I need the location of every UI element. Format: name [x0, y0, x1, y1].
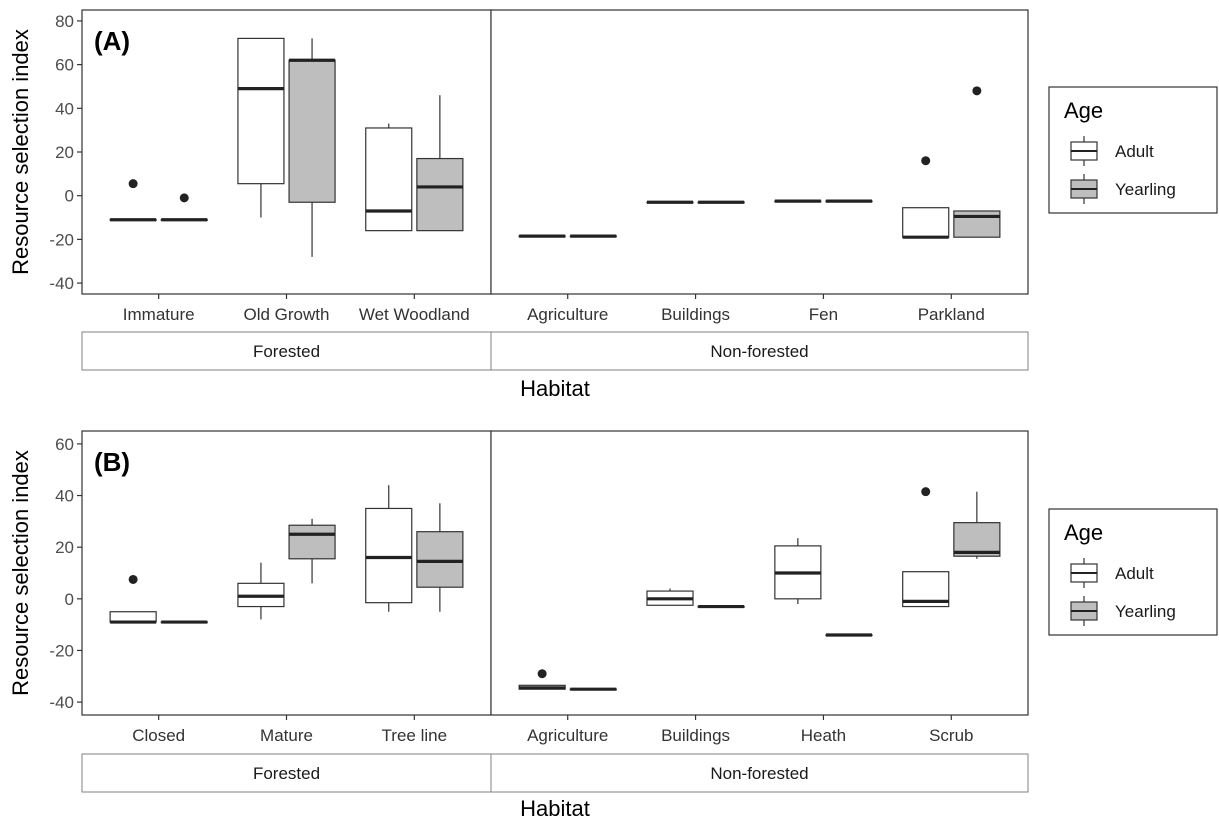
- box-iqr: [237, 37, 285, 185]
- box-yearling: [697, 200, 745, 204]
- box-adult: [646, 588, 694, 606]
- box-yearling: [288, 38, 336, 257]
- facet-strip-label: Non-forested: [710, 342, 808, 361]
- box-yearling: [569, 687, 617, 691]
- box-yearling: [288, 518, 336, 584]
- x-tick-label: Old Growth: [244, 305, 330, 324]
- x-tick-label: Tree line: [382, 726, 448, 745]
- y-tick-label: 20: [55, 538, 74, 557]
- x-tick-label: Wet Woodland: [359, 305, 470, 324]
- box-adult: [518, 234, 566, 238]
- box-iqr: [416, 531, 464, 588]
- facet-strip: [490, 331, 1029, 371]
- x-tick-label: Buildings: [661, 305, 730, 324]
- facet-panel: [490, 9, 1029, 295]
- outlier-point: [128, 179, 138, 189]
- outlier-point: [921, 156, 931, 166]
- facet-strip: [81, 753, 492, 793]
- box-adult: [109, 574, 157, 624]
- box-adult: [365, 123, 413, 232]
- y-axis-label: Resource selection index: [8, 450, 33, 696]
- box-adult: [646, 200, 694, 204]
- x-tick-label: Mature: [260, 726, 313, 745]
- box-yearling: [953, 491, 1001, 559]
- facet-strip-label: Forested: [253, 764, 320, 783]
- box-yearling: [825, 633, 873, 637]
- box-yearling: [569, 234, 617, 238]
- legend-entry-label: Adult: [1115, 564, 1154, 583]
- x-tick-label: Fen: [809, 305, 838, 324]
- y-tick-label: -20: [49, 641, 74, 660]
- box-iqr: [416, 157, 464, 232]
- box-iqr: [953, 522, 1001, 557]
- x-tick-label: Immature: [123, 305, 195, 324]
- y-tick-label: 40: [55, 99, 74, 118]
- box-adult: [774, 199, 822, 203]
- legend-title: Age: [1064, 98, 1103, 123]
- x-tick-label: Heath: [801, 726, 846, 745]
- outlier-point: [179, 193, 189, 203]
- panel-b: -40 -20 0 20 40 60 Resource selection index (B)…: [8, 430, 1218, 821]
- y-tick-label: 20: [55, 143, 74, 162]
- facet-strip: [81, 331, 492, 371]
- box-yearling: [416, 503, 464, 612]
- legend-entry-label: Yearling: [1115, 602, 1176, 621]
- box-yearling: [953, 86, 1001, 238]
- outlier-point: [921, 487, 931, 497]
- box-iqr: [902, 207, 950, 238]
- facet-strip: [490, 753, 1029, 793]
- legend-entry-label: Yearling: [1115, 180, 1176, 199]
- outlier-point: [537, 669, 547, 679]
- y-tick-label: 40: [55, 487, 74, 506]
- box-adult: [365, 485, 413, 612]
- panel-tag: (B): [94, 447, 130, 477]
- x-tick-label: Buildings: [661, 726, 730, 745]
- facet-panel: [81, 9, 492, 295]
- box-adult: [109, 179, 157, 222]
- box-adult: [902, 156, 950, 239]
- y-tick-label: 0: [65, 590, 74, 609]
- y-tick-label: 80: [55, 12, 74, 31]
- box-yearling: [160, 193, 208, 222]
- box-adult: [518, 669, 566, 690]
- y-tick-label: 0: [65, 187, 74, 206]
- box-adult: [774, 538, 822, 604]
- box-iqr: [288, 59, 336, 203]
- x-axis-label: Habitat: [520, 796, 590, 819]
- outlier-point: [972, 86, 982, 96]
- box-adult: [237, 562, 285, 620]
- outlier-point: [128, 574, 138, 584]
- box-iqr: [365, 127, 413, 232]
- box-adult: [237, 37, 285, 218]
- x-tick-label: Closed: [132, 726, 185, 745]
- box-iqr: [365, 507, 413, 604]
- box-yearling: [416, 95, 464, 232]
- facet-strip-label: Forested: [253, 342, 320, 361]
- y-axis-label: Resource selection index: [8, 29, 33, 275]
- x-axis-label: Habitat: [520, 376, 590, 401]
- legend-entry-label: Adult: [1115, 142, 1154, 161]
- legend: Age Adult Yearling: [1048, 86, 1218, 214]
- y-tick-label: -40: [49, 274, 74, 293]
- x-tick-label: Agriculture: [527, 726, 608, 745]
- x-tick-label: Agriculture: [527, 305, 608, 324]
- y-tick-label: 60: [55, 56, 74, 75]
- box-iqr: [288, 524, 336, 560]
- box-yearling: [697, 604, 745, 609]
- legend-title: Age: [1064, 520, 1103, 545]
- x-tick-label: Scrub: [929, 726, 973, 745]
- box-yearling: [160, 620, 208, 624]
- box-yearling: [825, 199, 873, 203]
- x-tick-label: Parkland: [918, 305, 985, 324]
- box-adult: [902, 487, 950, 608]
- facet-strip-label: Non-forested: [710, 764, 808, 783]
- legend: Age Adult Yearling: [1048, 508, 1218, 636]
- y-tick-label: -40: [49, 693, 74, 712]
- panel-a: -40 -20 0 20 40 60 80 Resource selection index (…: [8, 9, 1218, 401]
- y-tick-label: 60: [55, 435, 74, 454]
- y-tick-label: -20: [49, 230, 74, 249]
- panel-tag: (A): [94, 26, 130, 56]
